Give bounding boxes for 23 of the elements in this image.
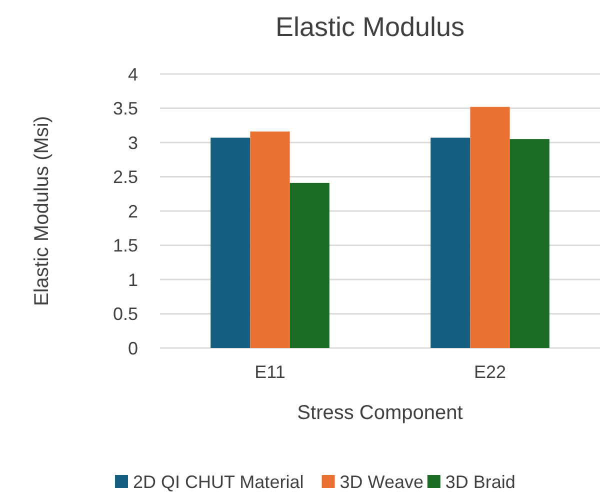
legend-label: 2D QI CHUT Material bbox=[133, 472, 304, 492]
y-tick-label: 2.5 bbox=[112, 167, 138, 188]
y-tick-label: 2 bbox=[128, 201, 138, 222]
legend-label: 3D Weave bbox=[340, 472, 424, 492]
x-tick-label: E11 bbox=[254, 362, 286, 382]
bar bbox=[470, 106, 510, 348]
y-tick-label: 0 bbox=[128, 338, 138, 358]
bar bbox=[290, 182, 330, 348]
y-axis-title: Elastic Modulus (Msi) bbox=[31, 116, 53, 306]
bar bbox=[510, 139, 550, 348]
legend-label: 3D Braid bbox=[445, 472, 516, 492]
bar bbox=[430, 138, 470, 348]
y-tick-label: 1 bbox=[128, 270, 138, 290]
chart-title: Elastic Modulus bbox=[275, 12, 465, 42]
y-tick-label: 0.5 bbox=[112, 304, 138, 324]
y-tick-label: 1.5 bbox=[112, 236, 138, 256]
y-tick-label: 4 bbox=[128, 64, 138, 84]
bar bbox=[210, 138, 250, 348]
x-axis-title: Stress Component bbox=[297, 402, 464, 424]
x-tick-label: E22 bbox=[474, 362, 506, 382]
bar bbox=[250, 132, 290, 348]
y-tick-label: 3 bbox=[128, 132, 138, 153]
y-tick-label: 3.5 bbox=[112, 98, 138, 119]
